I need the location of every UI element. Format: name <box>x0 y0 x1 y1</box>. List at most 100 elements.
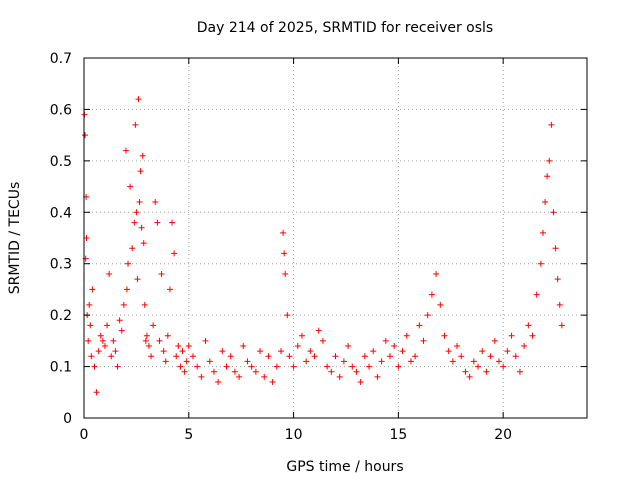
data-point <box>345 343 352 349</box>
data-point <box>307 348 314 355</box>
data-point <box>82 132 89 139</box>
data-point <box>183 358 190 365</box>
data-point <box>231 368 238 375</box>
chart-title: Day 214 of 2025, SRMTID for receiver osl… <box>197 20 493 36</box>
data-point <box>252 368 259 375</box>
data-point <box>148 353 155 360</box>
data-point <box>179 348 186 355</box>
data-point <box>391 343 398 349</box>
data-point <box>495 358 502 365</box>
data-point <box>120 301 127 308</box>
y-tick-label: 0.2 <box>50 308 72 324</box>
plot-area-frame <box>83 57 588 419</box>
y-tick-label: 0.7 <box>50 51 72 67</box>
data-point <box>303 358 310 365</box>
x-tick-label: 0 <box>80 427 89 443</box>
data-point <box>162 358 169 365</box>
data-point <box>112 348 119 355</box>
data-point <box>449 358 456 365</box>
data-point <box>236 373 243 380</box>
data-point <box>227 353 234 360</box>
data-point <box>382 337 389 344</box>
data-point <box>475 363 482 370</box>
y-tick-label: 0.3 <box>50 257 72 273</box>
data-point <box>169 219 176 226</box>
data-point <box>85 337 92 344</box>
x-tick-label: 5 <box>184 427 193 443</box>
data-point <box>132 121 139 128</box>
data-point <box>143 332 150 339</box>
data-point <box>87 322 94 329</box>
x-axis-label: GPS time / hours <box>286 459 403 475</box>
data-point <box>416 322 423 329</box>
data-point <box>171 250 178 257</box>
data-point <box>86 301 93 308</box>
data-point <box>552 245 559 252</box>
data-point <box>181 368 188 375</box>
data-point <box>533 291 540 298</box>
y-axis-label: SRMTID / TECUs <box>7 182 23 295</box>
data-point <box>135 96 142 103</box>
data-point <box>500 363 507 370</box>
data-point <box>141 301 148 308</box>
data-point <box>125 260 132 267</box>
x-tick-label: 10 <box>285 427 303 443</box>
data-point <box>462 368 469 375</box>
data-point <box>269 379 276 385</box>
data-point <box>521 343 528 349</box>
data-point <box>544 173 551 180</box>
data-point <box>116 317 123 324</box>
data-point <box>93 389 100 396</box>
data-point <box>127 183 134 190</box>
data-point <box>516 368 523 375</box>
data-point <box>219 348 226 355</box>
data-point <box>412 353 419 360</box>
data-point <box>370 348 377 355</box>
data-point <box>158 271 165 277</box>
data-point <box>106 271 113 277</box>
data-point <box>512 353 519 360</box>
data-point <box>281 250 288 257</box>
data-point <box>353 368 360 375</box>
x-tick-label: 20 <box>494 427 512 443</box>
data-point <box>349 363 356 370</box>
data-point <box>445 348 452 355</box>
data-point <box>114 363 121 370</box>
data-point <box>556 301 563 308</box>
data-point <box>150 322 157 329</box>
y-tick-label: 0.5 <box>50 154 72 170</box>
data-point <box>83 235 90 241</box>
data-point <box>433 271 440 277</box>
data-point <box>525 322 532 329</box>
grid-layer <box>84 58 587 418</box>
data-point <box>537 260 544 267</box>
data-point <box>118 327 125 334</box>
data-point <box>298 332 305 339</box>
data-point <box>88 353 95 360</box>
data-point <box>164 332 171 339</box>
data-point <box>104 322 111 329</box>
data-point <box>491 337 498 344</box>
data-point <box>156 337 163 344</box>
data-point <box>407 358 414 365</box>
data-point <box>129 245 136 252</box>
data-point <box>273 363 280 370</box>
data-point <box>508 332 515 339</box>
data-point <box>539 229 546 236</box>
data-point <box>550 209 557 216</box>
data-point <box>529 332 536 339</box>
data-point <box>395 363 402 370</box>
data-point <box>194 363 201 370</box>
data-point <box>542 199 549 205</box>
data-point <box>403 332 410 339</box>
data-point <box>175 343 182 349</box>
data-point <box>134 276 141 283</box>
data-point <box>140 240 147 247</box>
data-point <box>138 224 145 231</box>
data-point <box>257 348 264 355</box>
data-point <box>101 343 108 349</box>
data-point <box>554 276 561 283</box>
data-point <box>487 353 494 360</box>
data-point <box>294 343 301 349</box>
